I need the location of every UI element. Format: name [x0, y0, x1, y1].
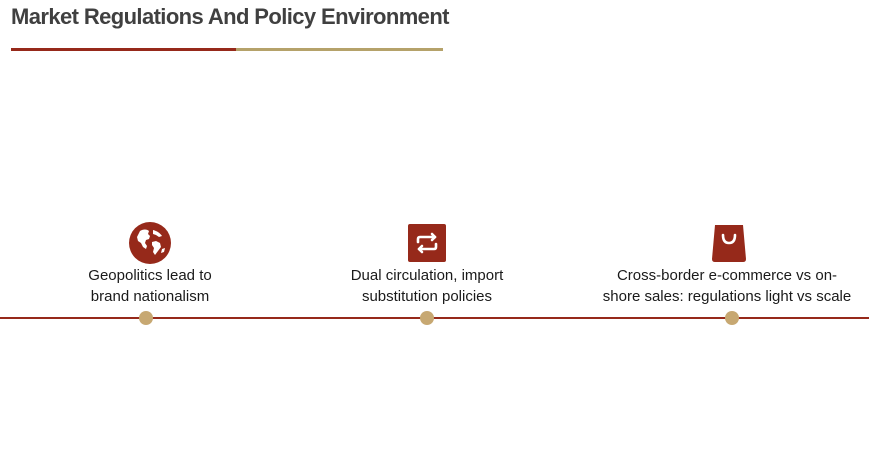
milestone-label: Dual circulation, import substitution po…: [277, 265, 577, 307]
milestone-label-line: shore sales: regulations light vs scale: [602, 288, 852, 305]
globe-icon: [129, 222, 171, 264]
title-underline: [11, 48, 443, 51]
milestone-label-line: brand nationalism: [90, 288, 210, 305]
swap-arrows-icon: [406, 222, 448, 264]
timeline-line: [0, 317, 869, 319]
timeline-dot: [420, 311, 434, 325]
timeline-dot: [725, 311, 739, 325]
shopping-bag-icon: [708, 222, 750, 264]
milestone-label-line: Geopolitics lead to: [88, 267, 212, 284]
milestone-dual-circulation: Dual circulation, import substitution po…: [277, 222, 577, 332]
title-underline-gold: [236, 48, 443, 51]
timeline-dot: [139, 311, 153, 325]
milestone-geopolitics: Geopolitics lead to brand nationalism: [0, 222, 300, 332]
milestone-label: Geopolitics lead to brand nationalism: [0, 265, 300, 307]
milestone-label-line: Cross-border e-commerce vs on-: [616, 267, 838, 284]
milestone-label: Cross-border e-commerce vs on- shore sal…: [577, 265, 869, 307]
milestone-label-line: substitution policies: [361, 288, 493, 305]
milestone-label-line: Dual circulation, import: [350, 267, 504, 284]
milestone-cross-border: Cross-border e-commerce vs on- shore sal…: [577, 222, 869, 332]
page-title: Market Regulations And Policy Environmen…: [11, 4, 449, 29]
title-underline-red: [11, 48, 236, 51]
